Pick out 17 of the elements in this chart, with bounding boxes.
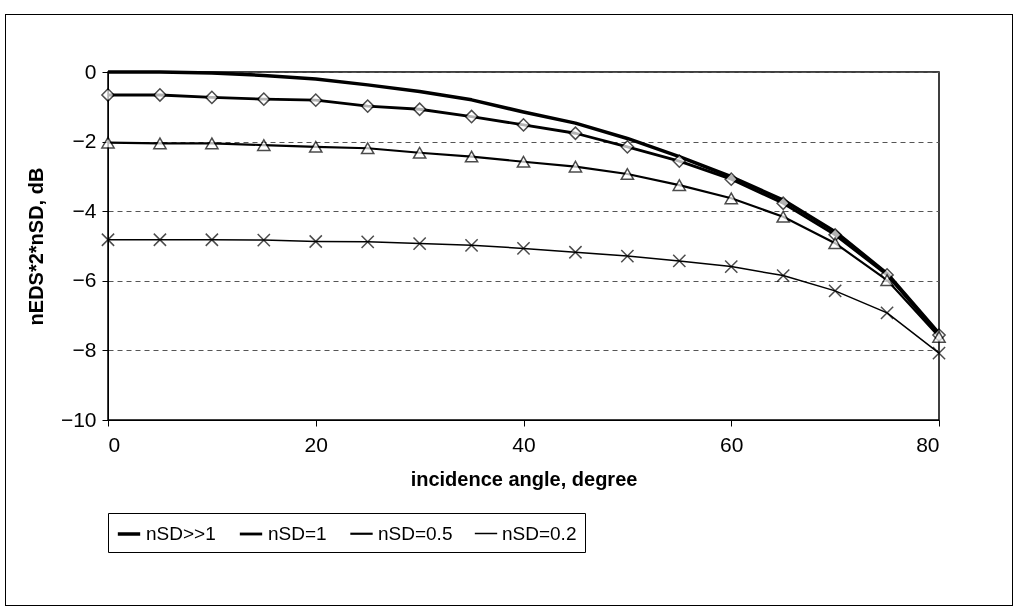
x-tick-label: 40 [512,432,536,456]
legend-label: nSD=0.2 [502,522,577,544]
legend-label: nSD=0.5 [378,522,453,544]
y-tick-label: −8 [72,337,97,361]
legend-label: nSD>>1 [146,523,216,544]
y-tick-label: −10 [60,407,97,431]
x-tick-label: 80 [916,432,940,456]
legend-label: nSD=1 [268,523,327,544]
x-tick-label: 60 [720,432,744,456]
y-tick-label: −6 [72,268,97,292]
y-tick-label: 0 [84,59,97,83]
y-tick-label: −4 [72,198,97,222]
x-axis-title: incidence angle, degree [410,467,638,490]
y-axis-title: nEDS*2*nSD, dB [24,167,47,326]
x-tick-label: 0 [108,432,121,456]
x-tick-label: 20 [304,432,328,456]
y-tick-label: −2 [72,129,97,153]
